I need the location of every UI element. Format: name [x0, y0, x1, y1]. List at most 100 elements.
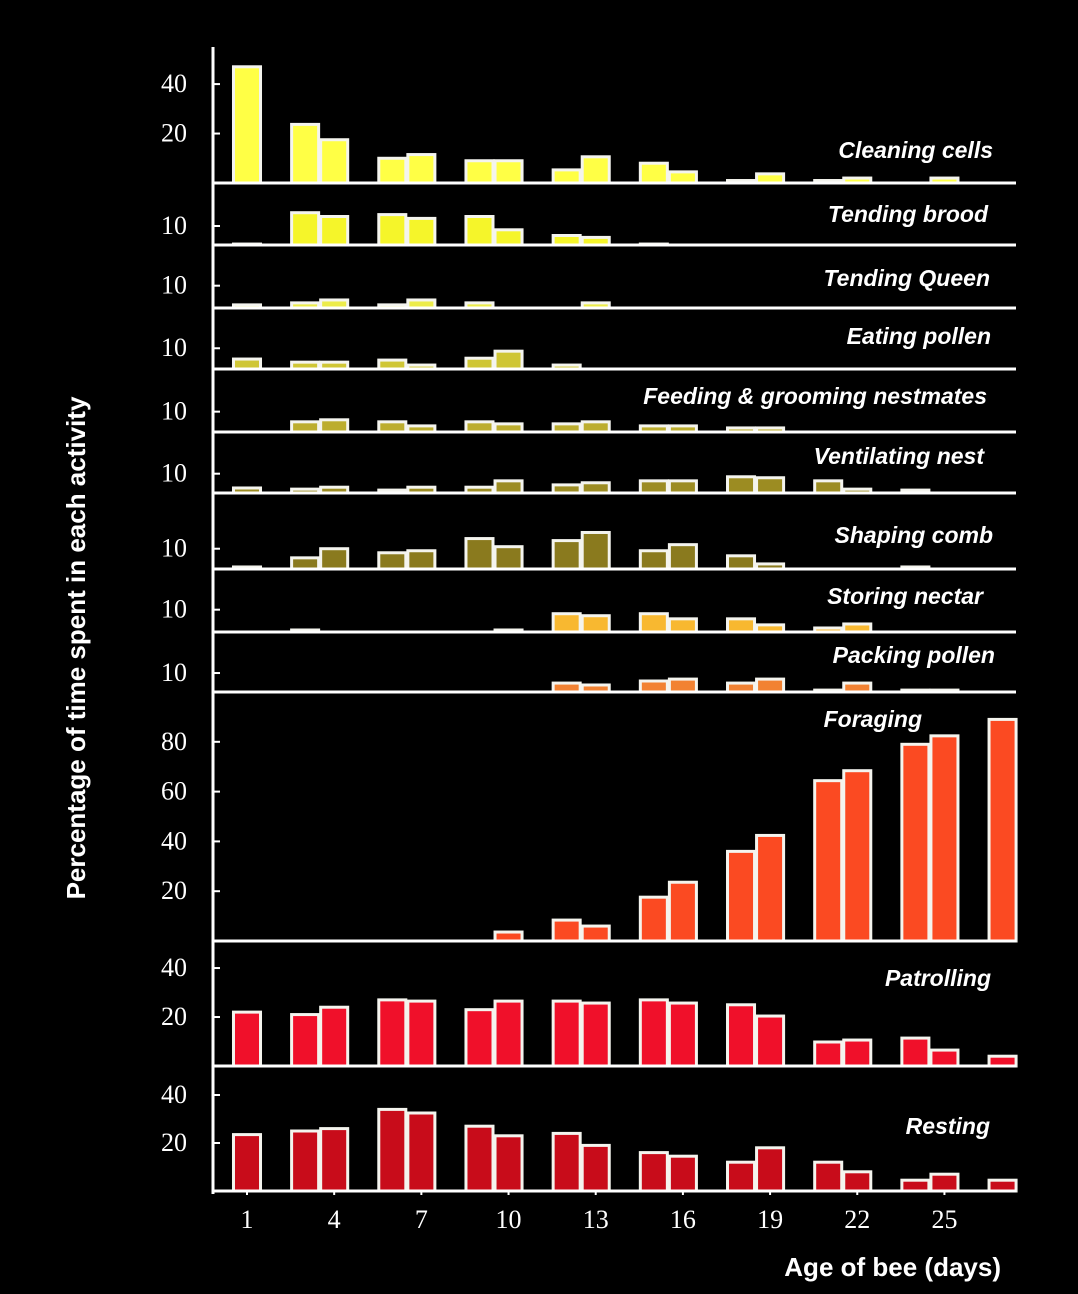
bar [638, 549, 669, 571]
y-tick-label: 10 [161, 333, 187, 362]
bar [464, 215, 495, 247]
bar [464, 356, 495, 371]
bar [726, 554, 757, 571]
bar [813, 479, 844, 495]
bar [464, 420, 495, 434]
y-tick-label: 40 [161, 826, 187, 855]
bar [290, 1129, 321, 1193]
bar [319, 1127, 350, 1193]
bar [929, 1172, 960, 1193]
bar [377, 551, 408, 571]
y-tick-label: 10 [161, 459, 187, 488]
y-tick-label: 10 [161, 534, 187, 563]
x-tick-label: 19 [757, 1205, 783, 1234]
x-tick-label: 13 [583, 1205, 609, 1234]
bar [755, 476, 786, 495]
panel-title: Ventilating nest [814, 443, 986, 469]
bar [813, 1040, 844, 1068]
bar [726, 849, 757, 943]
bar [551, 918, 582, 943]
bar [667, 677, 698, 694]
bar [231, 1133, 263, 1193]
bar [319, 547, 350, 571]
y-tick-label: 10 [161, 595, 187, 624]
bar [667, 479, 698, 495]
bar [377, 998, 408, 1068]
bar [580, 481, 611, 495]
panel-title: Feeding & grooming nestmates [643, 383, 987, 409]
bar [464, 159, 495, 185]
bar [406, 216, 437, 247]
bar [987, 1178, 1018, 1193]
y-tick-label: 40 [161, 69, 187, 98]
bar [638, 679, 669, 694]
y-tick-label: 20 [161, 876, 187, 905]
y-tick-label: 10 [161, 658, 187, 687]
bar [813, 779, 844, 943]
bar [551, 999, 582, 1068]
bar [406, 1111, 437, 1193]
bar [493, 999, 524, 1068]
bar [406, 153, 437, 185]
bar [842, 1170, 873, 1193]
y-axis-label: Percentage of time spent in each activit… [61, 396, 91, 899]
y-tick-label: 60 [161, 777, 187, 806]
bar [377, 156, 408, 185]
bar [667, 880, 698, 943]
bar [290, 556, 321, 571]
bar [929, 734, 960, 943]
bar [377, 213, 408, 247]
bar [929, 1048, 960, 1068]
panel-title: Resting [906, 1113, 990, 1139]
x-tick-label: 7 [415, 1205, 428, 1234]
bar [551, 539, 582, 571]
bar [667, 543, 698, 571]
bar [638, 612, 669, 634]
bar [551, 612, 582, 634]
bar [900, 1036, 931, 1068]
bar [580, 420, 611, 434]
bar [900, 742, 931, 943]
bar [464, 537, 495, 571]
bar [377, 420, 408, 434]
bar [638, 895, 669, 943]
bar [319, 1005, 350, 1068]
bar [493, 228, 524, 247]
panel-title: Patrolling [885, 965, 991, 991]
bar [290, 211, 321, 247]
bar [231, 65, 263, 185]
bar [580, 155, 611, 185]
bar [726, 1003, 757, 1068]
bar [638, 161, 669, 185]
bar [842, 769, 873, 943]
bar [667, 1001, 698, 1068]
y-tick-label: 20 [161, 1128, 187, 1157]
bar [755, 1146, 786, 1193]
bar [580, 924, 611, 943]
panel-title: Storing nectar [827, 583, 984, 609]
bar [580, 1001, 611, 1068]
panel-title: Foraging [824, 706, 922, 732]
panel-title: Packing pollen [833, 642, 995, 668]
bar [987, 717, 1018, 943]
bar [842, 1038, 873, 1068]
y-tick-label: 40 [161, 953, 187, 982]
bar [493, 479, 524, 495]
y-tick-label: 40 [161, 1080, 187, 1109]
bar [551, 168, 582, 185]
y-tick-label: 20 [161, 1002, 187, 1031]
bar [493, 545, 524, 571]
bar [726, 475, 757, 495]
x-tick-label: 1 [241, 1205, 254, 1234]
x-axis-label: Age of bee (days) [784, 1252, 1001, 1282]
y-tick-label: 20 [161, 119, 187, 148]
bar [726, 617, 757, 634]
bar [580, 1143, 611, 1193]
bar [638, 1151, 669, 1193]
bar [290, 1013, 321, 1068]
bar [290, 122, 321, 185]
panel-title: Cleaning cells [838, 137, 993, 163]
bar [493, 1134, 524, 1193]
bar [667, 1154, 698, 1193]
bar [726, 1160, 757, 1193]
